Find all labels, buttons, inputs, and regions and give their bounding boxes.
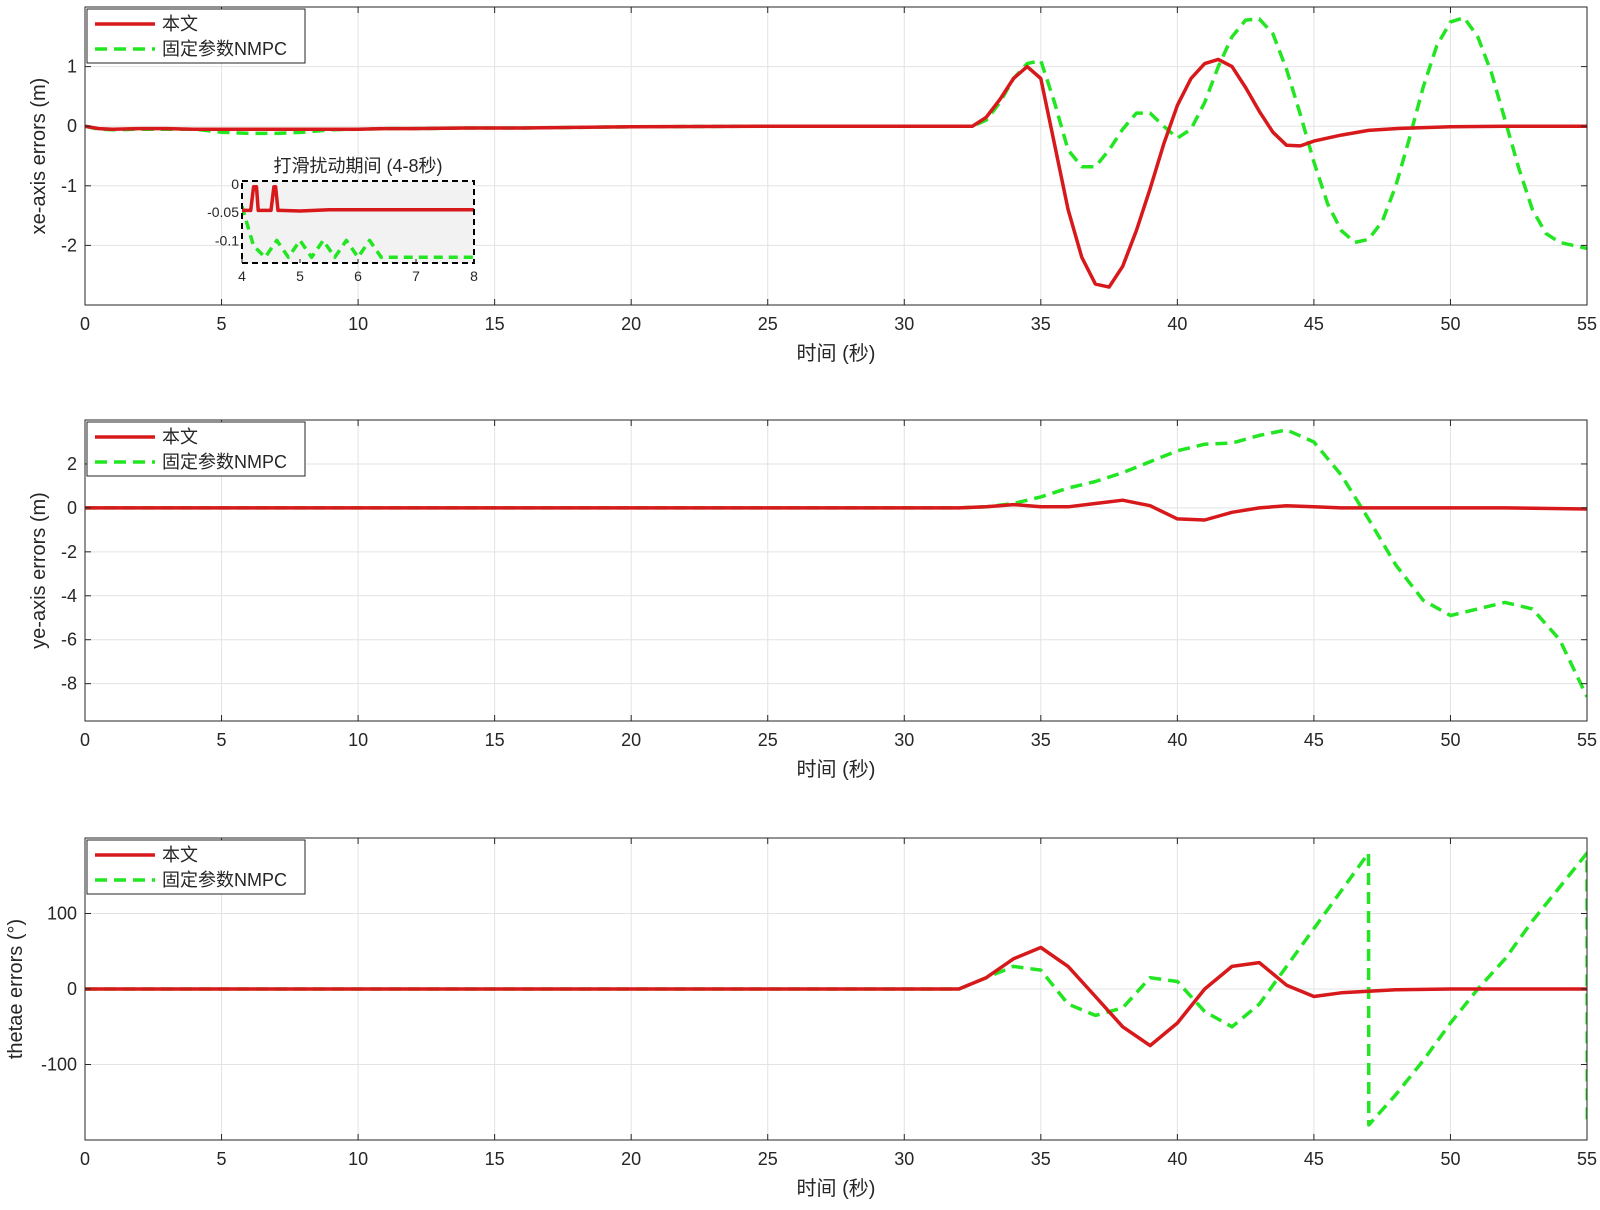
legend-box bbox=[86, 421, 306, 477]
y-tick-label: -8 bbox=[61, 674, 77, 694]
x-tick-label: 0 bbox=[80, 314, 90, 334]
y-tick-label: 0 bbox=[67, 116, 77, 136]
x-tick-label: 55 bbox=[1577, 314, 1597, 334]
x-tick-label: 10 bbox=[348, 730, 368, 750]
inset-x-tick-label: 8 bbox=[470, 268, 478, 284]
x-axis-label: 时间 (秒) bbox=[797, 758, 876, 781]
inset-y-tick-label: -0.05 bbox=[207, 204, 239, 220]
inset-x-tick-label: 4 bbox=[238, 268, 246, 284]
x-tick-label: 45 bbox=[1304, 730, 1324, 750]
x-tick-label: 55 bbox=[1577, 730, 1597, 750]
x-tick-label: 20 bbox=[621, 730, 641, 750]
inset-series-fixed-nmpc-line bbox=[242, 205, 474, 260]
inset-x-tick-label: 6 bbox=[354, 268, 362, 284]
series-proposed-line bbox=[85, 498, 1587, 522]
inset-plot-area bbox=[242, 181, 474, 263]
x-tick-label: 0 bbox=[80, 1149, 90, 1169]
x-tick-label: 45 bbox=[1304, 1149, 1324, 1169]
x-tick-label: 5 bbox=[217, 1149, 227, 1169]
series-proposed-line bbox=[85, 945, 1587, 1048]
y-tick-label: 0 bbox=[67, 498, 77, 518]
x-tick-label: 15 bbox=[485, 1149, 505, 1169]
y-tick-label: 1 bbox=[67, 57, 77, 77]
x-tick-label: 25 bbox=[758, 314, 778, 334]
y-axis-label: xe-axis errors (m) bbox=[28, 78, 50, 235]
y-tick-label: -2 bbox=[61, 235, 77, 255]
x-tick-label: 40 bbox=[1167, 730, 1187, 750]
x-tick-label: 50 bbox=[1440, 314, 1460, 334]
inset-title: 打滑扰动期间 (4-8秒) bbox=[273, 156, 442, 176]
legend-label-proposed: 本文 bbox=[162, 845, 198, 865]
x-tick-label: 35 bbox=[1031, 1149, 1051, 1169]
legend-label-fixed-nmpc: 固定参数NMPC bbox=[162, 870, 287, 890]
x-tick-label: 25 bbox=[758, 1149, 778, 1169]
legend-box bbox=[86, 8, 306, 64]
x-tick-label: 0 bbox=[80, 730, 90, 750]
inset-y-tick-label: -0.1 bbox=[215, 232, 239, 248]
inset-y-tick-label: 0 bbox=[231, 176, 239, 192]
x-tick-label: 30 bbox=[894, 1149, 914, 1169]
y-axis-label: thetae errors (°) bbox=[5, 919, 27, 1059]
axes-box bbox=[84, 419, 1588, 722]
x-tick-label: 5 bbox=[217, 730, 227, 750]
legend-label-fixed-nmpc: 固定参数NMPC bbox=[162, 452, 287, 472]
plot-area bbox=[85, 420, 1587, 721]
x-tick-label: 35 bbox=[1031, 730, 1051, 750]
x-tick-label: 15 bbox=[485, 314, 505, 334]
x-tick-label: 50 bbox=[1440, 1149, 1460, 1169]
x-tick-label: 30 bbox=[894, 730, 914, 750]
y-tick-label: 0 bbox=[67, 979, 77, 999]
series-fixed-nmpc-line bbox=[85, 428, 1587, 698]
inset-x-tick-label: 7 bbox=[412, 268, 420, 284]
x-tick-label: 50 bbox=[1440, 730, 1460, 750]
x-axis-label: 时间 (秒) bbox=[797, 342, 876, 365]
legend-label-proposed: 本文 bbox=[162, 14, 198, 34]
x-tick-label: 10 bbox=[348, 314, 368, 334]
x-tick-label: 40 bbox=[1167, 314, 1187, 334]
y-tick-label: -1 bbox=[61, 176, 77, 196]
y-axis-label: ye-axis errors (m) bbox=[28, 492, 50, 649]
x-tick-label: 15 bbox=[485, 730, 505, 750]
y-tick-label: -6 bbox=[61, 630, 77, 650]
axes-box bbox=[84, 6, 1588, 306]
thetae-error-chart: 0 5 10 15 20 25 30 35 40 45 50 55 -100 0 100 时间 (秒) thet… bbox=[5, 837, 1597, 1200]
legend-label-fixed-nmpc: 固定参数NMPC bbox=[162, 39, 287, 59]
x-tick-label: 40 bbox=[1167, 1149, 1187, 1169]
x-tick-label: 5 bbox=[217, 314, 227, 334]
inset-series-proposed-line bbox=[242, 184, 474, 213]
legend-box bbox=[86, 839, 306, 895]
x-tick-label: 55 bbox=[1577, 1149, 1597, 1169]
x-tick-label: 45 bbox=[1304, 314, 1324, 334]
ye-error-chart: 0 5 10 15 20 25 30 35 40 45 50 55 -8 -6 -4 -2 0 2 时间 (秒) ye… bbox=[28, 419, 1597, 781]
y-tick-label: -2 bbox=[61, 542, 77, 562]
y-tick-label: 100 bbox=[47, 904, 77, 924]
y-tick-label: -100 bbox=[41, 1055, 77, 1075]
inset-chart: 4 5 6 7 8 0 -0.05 -0.1 打滑扰动期间 (4-8秒) bbox=[207, 156, 478, 284]
x-tick-label: 35 bbox=[1031, 314, 1051, 334]
inset-x-tick-label: 5 bbox=[296, 268, 304, 284]
x-tick-label: 10 bbox=[348, 1149, 368, 1169]
y-tick-label: -4 bbox=[61, 586, 77, 606]
x-tick-label: 20 bbox=[621, 1149, 641, 1169]
y-tick-label: 2 bbox=[67, 454, 77, 474]
x-tick-label: 25 bbox=[758, 730, 778, 750]
x-axis-label: 时间 (秒) bbox=[797, 1177, 876, 1200]
series-proposed-line bbox=[85, 57, 1587, 289]
legend-label-proposed: 本文 bbox=[162, 427, 198, 447]
x-tick-label: 30 bbox=[894, 314, 914, 334]
x-tick-label: 20 bbox=[621, 314, 641, 334]
